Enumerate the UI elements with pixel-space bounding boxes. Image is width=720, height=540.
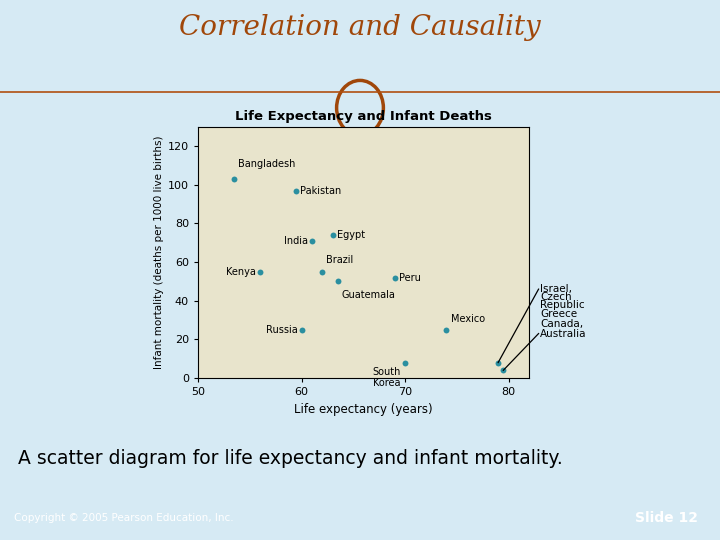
- Text: Kenya: Kenya: [226, 267, 256, 277]
- Text: Israel,: Israel,: [540, 284, 572, 294]
- Point: [389, 273, 400, 282]
- Text: Australia: Australia: [540, 328, 587, 339]
- Text: South
Korea: South Korea: [372, 367, 401, 388]
- Text: India: India: [284, 236, 307, 246]
- Point: [441, 326, 452, 334]
- Point: [316, 267, 328, 276]
- Point: [332, 277, 343, 286]
- Point: [492, 358, 504, 367]
- Text: Correlation and Causality: Correlation and Causality: [179, 15, 541, 42]
- Text: Egypt: Egypt: [337, 230, 365, 240]
- Point: [228, 175, 240, 184]
- X-axis label: Life expectancy (years): Life expectancy (years): [294, 403, 433, 416]
- Point: [327, 231, 338, 239]
- Text: Peru: Peru: [399, 273, 420, 282]
- Text: Russia: Russia: [266, 325, 297, 335]
- Text: A scatter diagram for life expectancy and infant mortality.: A scatter diagram for life expectancy an…: [18, 449, 563, 468]
- Title: Life Expectancy and Infant Deaths: Life Expectancy and Infant Deaths: [235, 110, 492, 123]
- Text: Greece: Greece: [540, 309, 577, 319]
- Text: Canada,: Canada,: [540, 319, 583, 329]
- Text: Guatemala: Guatemala: [342, 290, 396, 300]
- Point: [296, 326, 307, 334]
- Text: Czech: Czech: [540, 292, 572, 302]
- Point: [254, 267, 266, 276]
- Text: Bangladesh: Bangladesh: [238, 159, 296, 170]
- Point: [399, 358, 410, 367]
- Text: Brazil: Brazil: [326, 255, 354, 265]
- Point: [306, 237, 318, 245]
- Text: Republic: Republic: [540, 300, 585, 309]
- Text: Pakistan: Pakistan: [300, 186, 342, 195]
- Point: [291, 186, 302, 195]
- Text: Mexico: Mexico: [451, 314, 485, 324]
- Text: Copyright © 2005 Pearson Education, Inc.: Copyright © 2005 Pearson Education, Inc.: [14, 514, 234, 523]
- Point: [498, 366, 509, 375]
- Y-axis label: Infant mortality (deaths per 1000 live births): Infant mortality (deaths per 1000 live b…: [153, 136, 163, 369]
- Text: Slide 12: Slide 12: [635, 511, 698, 525]
